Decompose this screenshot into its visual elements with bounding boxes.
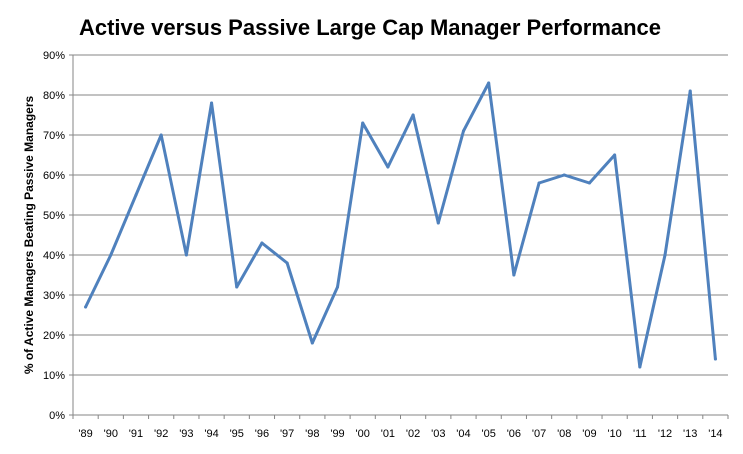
- data-point: [587, 181, 591, 185]
- data-point: [663, 253, 667, 257]
- data-point: [210, 101, 214, 105]
- y-tick-label: 30%: [43, 290, 65, 302]
- y-tick-label: 90%: [43, 50, 65, 62]
- x-tick-label: '92: [154, 428, 168, 440]
- x-tick-label: '11: [633, 428, 647, 440]
- x-tick-label: '89: [78, 428, 92, 440]
- data-point: [436, 221, 440, 225]
- data-point: [184, 253, 188, 257]
- x-tick-label: '06: [507, 428, 521, 440]
- x-tick-label: '01: [381, 428, 395, 440]
- x-tick-label: '12: [658, 428, 672, 440]
- y-tick-label: 60%: [43, 170, 65, 182]
- x-tick-label: '99: [330, 428, 344, 440]
- data-point: [84, 305, 88, 309]
- x-tick-label: '05: [482, 428, 496, 440]
- data-point: [159, 133, 163, 137]
- data-point: [562, 173, 566, 177]
- y-tick-label: 0%: [49, 410, 65, 422]
- y-tick-label: 50%: [43, 210, 65, 222]
- y-tick-label: 70%: [43, 130, 65, 142]
- x-tick-label: '13: [683, 428, 697, 440]
- y-axis-label: % of Active Managers Beating Passive Man…: [22, 96, 36, 375]
- chart-title: Active versus Passive Large Cap Manager …: [79, 15, 661, 40]
- data-point: [487, 81, 491, 85]
- data-point: [537, 181, 541, 185]
- data-point: [134, 193, 138, 197]
- x-tick-label: '93: [179, 428, 193, 440]
- data-point: [361, 121, 365, 125]
- data-point: [285, 261, 289, 265]
- x-tick-label: '00: [356, 428, 370, 440]
- data-point: [336, 285, 340, 289]
- x-tick-label: '09: [582, 428, 596, 440]
- data-point: [109, 253, 113, 257]
- y-tick-labels: 0% 10% 20% 30% 40% 50% 60% 70% 80% 90%: [43, 50, 65, 422]
- data-point: [713, 357, 717, 361]
- data-point: [235, 285, 239, 289]
- data-point: [688, 89, 692, 93]
- x-tick-label: '91: [129, 428, 143, 440]
- data-point: [638, 365, 642, 369]
- y-tick-label: 10%: [43, 370, 65, 382]
- x-tick-labels: '89 '90 '91 '92 '93 '94 '95 '96 '97 '98 '99 '00 '01 '…: [78, 428, 722, 440]
- x-tick-label: '97: [280, 428, 294, 440]
- data-point: [310, 341, 314, 345]
- x-tick-label: '07: [532, 428, 546, 440]
- x-tick-label: '98: [305, 428, 319, 440]
- y-tick-label: 20%: [43, 330, 65, 342]
- x-tick-label: '03: [431, 428, 445, 440]
- data-point: [512, 273, 516, 277]
- series-line: [84, 81, 717, 369]
- x-tick-label: '14: [708, 428, 722, 440]
- data-point: [260, 241, 264, 245]
- gridlines: [73, 54, 728, 376]
- data-point: [386, 165, 390, 169]
- data-point: [613, 153, 617, 157]
- data-point: [461, 129, 465, 133]
- y-tick-label: 40%: [43, 250, 65, 262]
- x-tick-label: '94: [204, 428, 218, 440]
- series-lines: [84, 81, 717, 369]
- axes: [69, 54, 729, 419]
- x-tick-label: '95: [230, 428, 244, 440]
- x-tick-label: '96: [255, 428, 269, 440]
- x-tick-label: '08: [557, 428, 571, 440]
- y-tick-label: 80%: [43, 90, 65, 102]
- x-tick-label: '90: [104, 428, 118, 440]
- x-tick-label: '02: [406, 428, 420, 440]
- x-tick-label: '10: [607, 428, 621, 440]
- data-point: [411, 113, 415, 117]
- x-tick-label: '04: [456, 428, 470, 440]
